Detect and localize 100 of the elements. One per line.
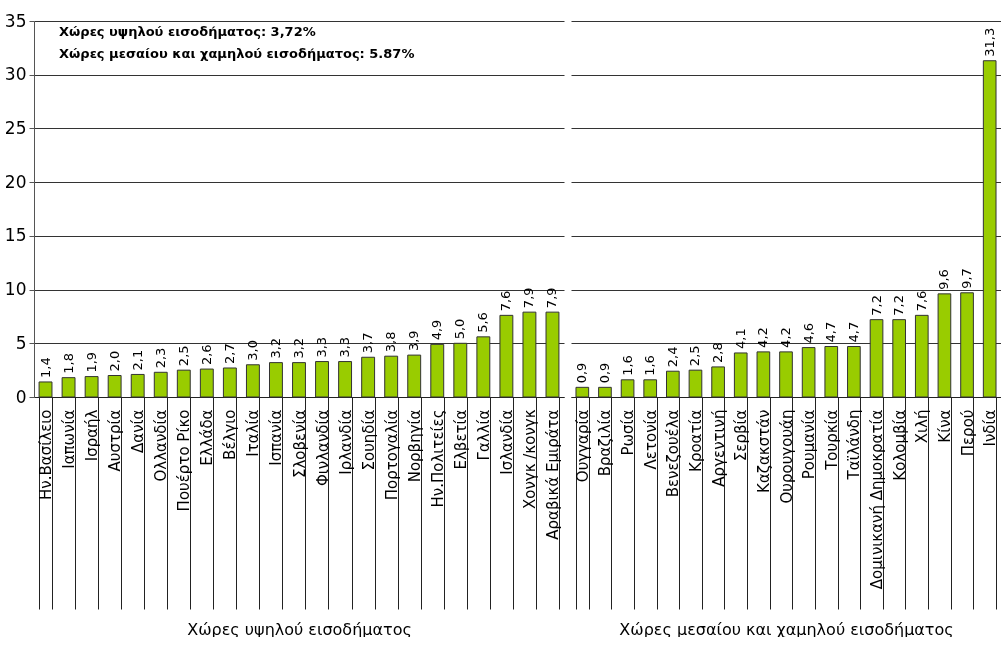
bar bbox=[733, 352, 748, 398]
x-tick-label: Σλοβενία bbox=[290, 409, 309, 479]
bar bbox=[107, 375, 122, 398]
bar bbox=[61, 377, 76, 398]
bar bbox=[756, 351, 771, 398]
data-label: 7,2 bbox=[891, 294, 907, 316]
data-label: 4,7 bbox=[845, 321, 861, 343]
bar bbox=[407, 354, 422, 398]
x-tick-label: Ινδία bbox=[981, 409, 1000, 447]
bar bbox=[598, 386, 612, 398]
bar bbox=[643, 379, 658, 398]
data-label: 3,2 bbox=[291, 337, 306, 359]
bar bbox=[779, 351, 793, 398]
x-tick-label: Ουγγαρία bbox=[573, 409, 592, 483]
x-tick-label: Σερβία bbox=[732, 409, 751, 462]
x-tick-label: Τουρκία bbox=[822, 409, 841, 471]
data-label: 2,5 bbox=[175, 345, 191, 367]
x-tick-label: Ρωσία bbox=[619, 409, 638, 456]
x-tick-label: Ιταλία bbox=[244, 409, 263, 457]
bar bbox=[688, 369, 703, 398]
x-tick-label: Κροατία bbox=[686, 409, 705, 472]
data-label: 2,0 bbox=[106, 350, 122, 372]
annotation: Χώρες υψηλού εισοδήματος: 3,72% bbox=[59, 24, 316, 39]
data-label: 3,2 bbox=[267, 337, 283, 359]
bar bbox=[361, 356, 376, 398]
bar bbox=[824, 346, 839, 398]
y-tick-label: 25 bbox=[4, 117, 27, 138]
bar bbox=[575, 386, 590, 398]
x-tick-label: Πουέρτο Ρίκο bbox=[175, 409, 194, 512]
bar bbox=[245, 364, 260, 398]
data-label: 2,5 bbox=[687, 345, 703, 367]
y-tick-label: 15 bbox=[4, 225, 27, 246]
data-label: 3,8 bbox=[383, 331, 399, 353]
bar bbox=[338, 361, 353, 398]
bar bbox=[222, 367, 237, 398]
data-label: 1,6 bbox=[642, 355, 658, 376]
data-label: 2,1 bbox=[129, 349, 145, 371]
x-tick-label: Καζακστάν bbox=[754, 409, 773, 493]
y-tick-label: 0 bbox=[15, 386, 27, 407]
x-tick-label: Ιαπωνία bbox=[60, 409, 79, 469]
data-label: 1,4 bbox=[37, 357, 53, 378]
x-tick-label: Σουηδία bbox=[359, 409, 378, 471]
data-label: 3,3 bbox=[337, 336, 353, 358]
x-tick-label: Χιλή bbox=[913, 409, 932, 444]
data-label: 7,2 bbox=[868, 294, 884, 316]
x-tick-label: Ουρουγουάη bbox=[777, 409, 796, 504]
bar bbox=[176, 369, 191, 398]
data-label: 3,9 bbox=[406, 330, 422, 352]
x-tick-label: Ελλάδα bbox=[198, 409, 217, 466]
x-tick-label: Ισπανία bbox=[267, 409, 286, 466]
x-tick-label: Ισλανδία bbox=[497, 409, 516, 475]
data-label: 7,9 bbox=[521, 287, 537, 309]
data-label: 31,3 bbox=[981, 27, 997, 57]
data-label: 5,0 bbox=[452, 318, 468, 340]
x-tick-label: Πορτογαλία bbox=[382, 409, 401, 501]
bar bbox=[666, 370, 680, 398]
x-tick-label: Κίνα bbox=[935, 409, 954, 443]
x-tick-label: Αραβικά Εμιράτα bbox=[543, 409, 562, 540]
x-tick-label: Ρουμανία bbox=[800, 409, 819, 480]
bar bbox=[801, 347, 816, 398]
x-tick-label: Ελβετία bbox=[451, 409, 470, 470]
y-tick-label: 35 bbox=[4, 10, 27, 31]
data-label: 4,2 bbox=[778, 327, 793, 348]
data-label: 3,7 bbox=[360, 332, 376, 354]
bar bbox=[130, 373, 145, 398]
data-label: 3,3 bbox=[314, 336, 330, 358]
bar bbox=[38, 381, 53, 398]
data-label: 7,9 bbox=[544, 287, 560, 309]
y-tick-label: 10 bbox=[4, 279, 27, 300]
data-label: 4,9 bbox=[429, 319, 445, 341]
x-tick-label: Χονγκ /κονγκ bbox=[520, 409, 539, 509]
data-label: 2,8 bbox=[710, 342, 726, 363]
x-tick-label: Ολλανδία bbox=[152, 409, 171, 482]
y-tick-label: 30 bbox=[4, 64, 27, 85]
x-axis-title: Χώρες υψηλού εισοδήματος bbox=[187, 619, 412, 639]
data-label: 2,6 bbox=[198, 344, 214, 366]
data-label: 7,6 bbox=[913, 290, 929, 312]
bar bbox=[315, 361, 329, 398]
data-label: 1,6 bbox=[619, 355, 635, 376]
bar bbox=[711, 366, 725, 398]
data-label: 4,1 bbox=[732, 328, 748, 349]
y-tick-label: 20 bbox=[4, 171, 27, 192]
bar bbox=[292, 362, 306, 398]
bar bbox=[153, 371, 168, 398]
bar bbox=[384, 355, 399, 398]
data-label: 4,7 bbox=[823, 321, 839, 343]
x-tick-label: Ην.Βασίλειο bbox=[37, 409, 56, 500]
x-tick-label: Ισραήλ bbox=[83, 409, 102, 462]
data-label: 9,6 bbox=[936, 269, 952, 290]
x-tick-label: Γαλλία bbox=[474, 409, 493, 461]
x-tick-label: Φινλανδία bbox=[313, 409, 332, 487]
data-label: 0,9 bbox=[574, 362, 590, 384]
x-tick-label: Βενεζουέλα bbox=[664, 409, 683, 498]
data-label: 3,0 bbox=[244, 340, 260, 361]
data-label: 4,2 bbox=[755, 327, 771, 348]
x-tick-label: Βέλγιο bbox=[221, 409, 240, 460]
bar bbox=[620, 379, 635, 398]
bar bbox=[84, 376, 99, 398]
bar bbox=[847, 346, 861, 398]
annotation: Χώρες μεσαίου και χαμηλού εισοδήματος: 5.87% bbox=[59, 46, 415, 61]
